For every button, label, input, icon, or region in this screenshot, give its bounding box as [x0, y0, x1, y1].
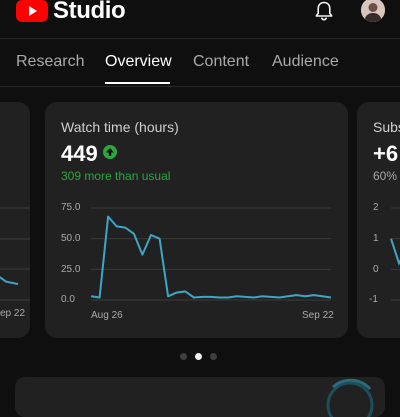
- x-tick-end: Sep 22: [302, 310, 334, 321]
- bottom-card[interactable]: [15, 377, 385, 417]
- card-watch-time[interactable]: Watch time (hours) 449 309 more than usu…: [45, 102, 348, 338]
- previous-metric-chart: [0, 207, 30, 301]
- tabs-divider: [0, 86, 400, 87]
- subscribers-title: Subs: [373, 119, 400, 135]
- page-dot-active[interactable]: [195, 353, 202, 360]
- bell-icon: [315, 1, 333, 21]
- metric-comparison: 309 more than usual: [61, 169, 171, 183]
- subscribers-comparison: 60% l: [373, 169, 400, 183]
- card-subscribers[interactable]: Subs +6 60% l 2 1 0 -1: [357, 102, 400, 338]
- y-tick-75: 75.0: [61, 202, 81, 213]
- metric-value: 449: [61, 141, 98, 166]
- sub-y-tick-2: 2: [373, 202, 379, 213]
- y-tick-25: 25.0: [61, 264, 81, 275]
- card-previous-metric[interactable]: ep 22: [0, 102, 30, 338]
- tab-overview[interactable]: Overview: [105, 53, 172, 70]
- subscribers-chart: [390, 207, 400, 301]
- y-tick-0: 0.0: [61, 294, 75, 305]
- avatar[interactable]: [361, 0, 385, 22]
- tab-audience[interactable]: Audience: [272, 53, 339, 70]
- subscribers-series-line: [390, 238, 400, 266]
- header-divider: [0, 38, 400, 39]
- subscribers-value: +6: [373, 141, 399, 166]
- carousel-pagination: [180, 353, 217, 360]
- studio-logo[interactable]: Studio: [16, 0, 126, 24]
- app-name: Studio: [53, 0, 126, 24]
- metric-title: Watch time (hours): [61, 119, 179, 135]
- tab-content[interactable]: Content: [193, 53, 250, 70]
- top-bar: Studio: [0, 0, 400, 34]
- watch-time-series-line: [90, 215, 332, 299]
- x-axis-end-label: ep 22: [0, 308, 26, 319]
- youtube-logo-icon: [16, 0, 48, 22]
- tab-bar: Research Overview Content Audience: [0, 38, 400, 86]
- avatar-photo-icon: [361, 0, 385, 22]
- active-tab-indicator: [105, 82, 170, 84]
- previous-metric-series-line: [0, 276, 19, 286]
- sub-y-tick-1: 1: [373, 233, 379, 244]
- sub-y-tick-0: 0: [373, 264, 379, 275]
- arrow-up-icon: [103, 145, 117, 159]
- circular-arrows-illustration-icon: [326, 378, 374, 417]
- x-tick-start: Aug 26: [91, 310, 123, 321]
- notifications-button[interactable]: [313, 0, 335, 27]
- page-dot[interactable]: [210, 353, 217, 360]
- watch-time-chart: [90, 207, 332, 301]
- y-tick-50: 50.0: [61, 233, 81, 244]
- tab-research[interactable]: Research: [16, 53, 85, 70]
- sub-y-tick-neg1: -1: [369, 294, 378, 305]
- page-dot[interactable]: [180, 353, 187, 360]
